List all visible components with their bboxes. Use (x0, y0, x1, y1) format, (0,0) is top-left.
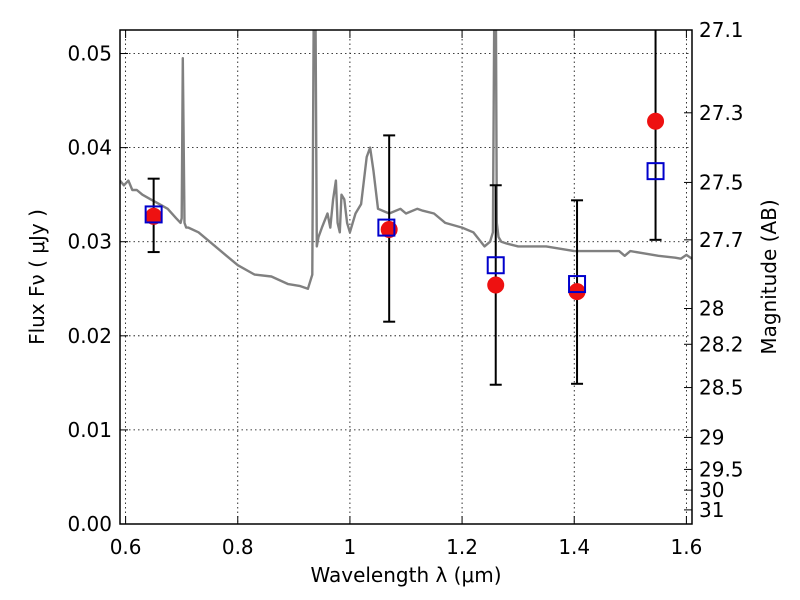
y2-tick-label: 28.5 (699, 376, 744, 400)
model-point (377, 218, 396, 237)
y2-tick-label: 28.2 (699, 332, 744, 356)
x-tick-label: 1.2 (446, 535, 478, 559)
x-tick-label: 1 (344, 535, 357, 559)
y-tick-label: 0.05 (67, 42, 112, 66)
plot-frame (119, 29, 693, 525)
model-point (144, 205, 163, 224)
y2-tick-label: 27.5 (699, 170, 744, 194)
x-tick-label: 0.6 (110, 535, 142, 559)
plot-marks (120, 30, 692, 386)
spectrum-line (120, 30, 692, 290)
y2-tick-label: 29.5 (699, 457, 744, 481)
y2-tick-label: 27.7 (699, 228, 744, 252)
y2-axis-label: Magnitude (AB) (757, 199, 781, 354)
y-tick-label: 0.00 (67, 512, 112, 536)
axis-ticks: 0.6 0.8 1 1.2 1.4 1.6 0.00 0.01 0.02 0.03 0.04 0.05… (67, 18, 743, 559)
x-axis-label: Wavelength λ (μm) (310, 563, 501, 587)
y2-tick-label: 29 (699, 425, 724, 449)
x-tick-label: 1.6 (670, 535, 702, 559)
observed-point (380, 220, 398, 238)
y2-tick-label: 31 (699, 498, 724, 522)
y-axis-label: Flux Fν ( μJy ) (25, 209, 49, 345)
x-tick-label: 1.4 (558, 535, 590, 559)
y2-tick-label: 30 (699, 478, 724, 502)
x-tick-label: 0.8 (222, 535, 254, 559)
y-tick-label: 0.04 (67, 136, 112, 160)
plot-background (120, 30, 692, 524)
y-tick-label: 0.02 (67, 324, 112, 348)
model-point (486, 256, 505, 275)
observed-point (487, 276, 505, 294)
model-point (568, 275, 587, 294)
y-tick-label: 0.01 (67, 418, 112, 442)
y2-tick-label: 27.1 (699, 18, 744, 42)
y-tick-label: 0.03 (67, 230, 112, 254)
y2-tick-label: 27.3 (699, 101, 744, 125)
observed-point (647, 112, 665, 130)
y2-tick-label: 28 (699, 297, 724, 321)
model-point (646, 162, 665, 181)
